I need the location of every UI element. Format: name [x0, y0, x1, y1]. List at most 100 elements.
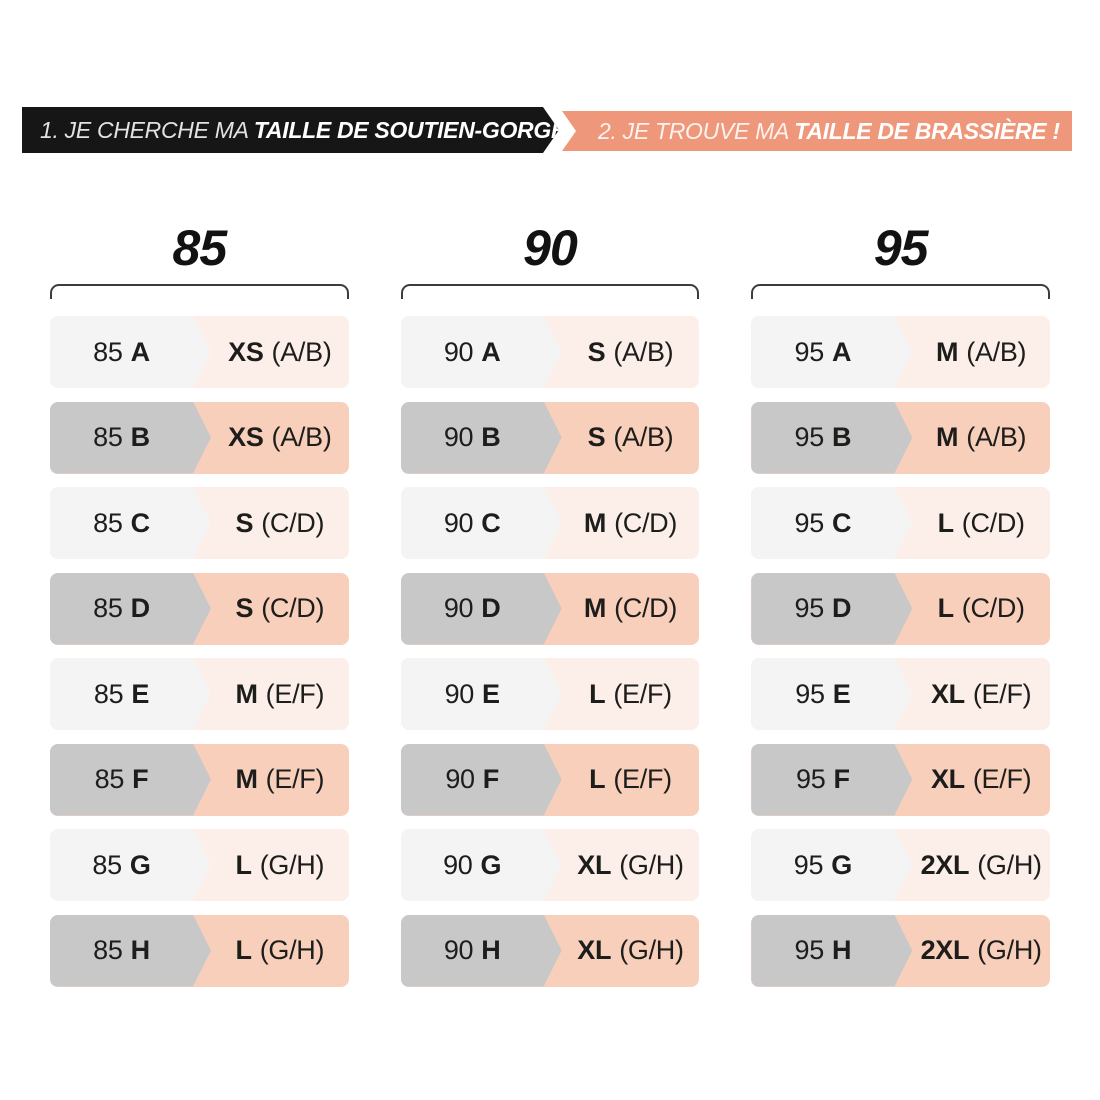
cup-range-label: (C/D) [261, 507, 325, 538]
cup-size-label: E [832, 678, 851, 709]
cup-size-label: B [831, 422, 852, 452]
cup-range-label: (A/B) [966, 422, 1027, 452]
bralette-size-label: 2XL [920, 935, 970, 965]
bralette-size-cell: XS (A/B) [211, 316, 349, 388]
cup-range-label: (C/D) [261, 593, 325, 623]
bralette-size-cell: L (G/H) [211, 829, 349, 901]
step1-title-label: TAILLE DE SOUTIEN-GORGE... [253, 116, 585, 143]
cup-size-label: C [130, 507, 150, 538]
band-size-label: 90 [445, 764, 475, 794]
bralette-size-cell: XL (G/H) [562, 915, 700, 987]
bralette-size-label: XL [930, 678, 965, 709]
size-row: 95 D L (C/D) [751, 572, 1050, 645]
band-size-header: 85 [172, 220, 228, 276]
cup-range-label: (G/H) [619, 935, 684, 965]
cup-size-label: C [481, 507, 501, 538]
size-column: 85 85 A XS (A/B) 85 B XS (A/B) 85 C S (C/D) 85… [50, 222, 349, 987]
band-size-label: 90 [444, 678, 475, 709]
size-row: 85 E M (E/F) [50, 658, 349, 730]
bra-size-cell: 95 A [751, 316, 912, 388]
bra-size-cell: 90 B [401, 402, 562, 474]
size-row: 90 F L (E/F) [400, 743, 700, 816]
bra-size-cell: 85 C [50, 487, 211, 559]
band-size-label: 90 [443, 336, 474, 367]
band-size-label: 95 [793, 849, 824, 880]
band-size-label: 95 [794, 336, 824, 367]
size-row: 95 H 2XL (G/H) [751, 914, 1050, 987]
cup-range-label: (E/F) [613, 764, 672, 794]
band-size-label: 85 [93, 678, 124, 709]
bralette-size-label: L [589, 678, 606, 709]
size-row: 90 C M (C/D) [400, 487, 700, 559]
band-size-label: 85 [94, 764, 125, 794]
bralette-size-label: XL [930, 764, 965, 794]
steps-banner: 1. JE CHERCHE MA TAILLE DE SOUTIEN-GORGE… [22, 107, 1072, 153]
bra-size-cell: 90 G [401, 829, 562, 901]
band-size-label: 95 [796, 764, 826, 794]
bra-size-cell: 85 E [50, 658, 211, 730]
cup-range-label: (C/D) [614, 593, 678, 623]
cup-range-label: (A/B) [271, 422, 332, 452]
cup-range-label: (A/B) [613, 336, 674, 367]
cup-size-label: B [481, 422, 501, 452]
bracket-shape [50, 284, 349, 299]
size-row: 90 D M (C/D) [400, 572, 700, 645]
bralette-size-cell: XL (G/H) [562, 829, 700, 901]
cup-range-label: (G/H) [977, 935, 1042, 965]
bralette-size-label: 2XL [920, 849, 970, 880]
band-size-label: 95 [794, 507, 824, 538]
cup-size-label: G [480, 849, 502, 880]
size-row: 85 F M (E/F) [50, 743, 349, 816]
bralette-size-label: L [937, 507, 955, 538]
cup-range-label: (G/H) [619, 849, 684, 880]
band-size-label: 85 [93, 422, 123, 452]
bralette-size-cell: L (E/F) [562, 658, 700, 730]
bra-size-cell: 90 A [401, 316, 562, 388]
band-size-label: 90 [443, 935, 474, 965]
bracket-shape [400, 284, 700, 299]
bralette-size-cell: L (E/F) [562, 744, 700, 816]
bralette-size-cell: 2XL (G/H) [912, 915, 1050, 987]
bralette-size-cell: XL (E/F) [912, 658, 1050, 730]
bralette-size-cell: XS (A/B) [211, 402, 349, 474]
size-row: 90 A S (A/B) [400, 316, 700, 388]
band-size-label: 85 [93, 507, 123, 538]
cup-range-label: (G/H) [977, 849, 1042, 880]
bralette-size-label: S [235, 507, 254, 538]
size-row: 95 A M (A/B) [751, 316, 1050, 388]
cup-range-label: (A/B) [613, 422, 674, 452]
size-row: 85 A XS (A/B) [50, 316, 349, 388]
bra-size-cell: 95 H [751, 915, 912, 987]
bralette-size-cell: XL (E/F) [912, 744, 1050, 816]
size-rows: 95 A M (A/B) 95 B M (A/B) 95 C L (C/D) 95 D L (C… [751, 316, 1050, 987]
bralette-size-cell: M (A/B) [912, 316, 1050, 388]
band-size-label: 95 [794, 422, 824, 452]
bralette-size-cell: M (C/D) [562, 487, 700, 559]
bralette-size-label: L [235, 849, 252, 880]
cup-range-label: (C/D) [614, 507, 678, 538]
band-size-label: 95 [794, 593, 824, 623]
bralette-size-label: L [235, 935, 252, 965]
size-row: 85 G L (G/H) [50, 829, 349, 901]
band-size-label: 85 [93, 593, 123, 623]
step2-title-label: TAILLE DE BRASSIÈRE ! [794, 117, 1060, 144]
cup-size-label: F [482, 764, 499, 794]
bralette-size-label: M [936, 422, 959, 452]
step2-prefix-label: 2. JE TROUVE MA [598, 117, 795, 144]
bralette-size-label: M [583, 593, 607, 623]
bralette-size-label: XS [228, 336, 264, 367]
cup-range-label: (E/F) [613, 678, 672, 709]
cup-size-label: A [831, 336, 852, 367]
size-row: 95 C L (C/D) [751, 487, 1050, 559]
size-row: 95 B M (A/B) [751, 401, 1050, 474]
size-row: 95 F XL (E/F) [751, 743, 1050, 816]
size-row: 90 G XL (G/H) [400, 829, 700, 901]
bralette-size-label: M [235, 678, 258, 709]
cup-size-label: B [130, 422, 150, 452]
bralette-size-label: XL [577, 935, 612, 965]
cup-size-label: D [130, 593, 150, 623]
cup-size-label: F [132, 764, 149, 794]
bra-size-cell: 85 F [50, 744, 211, 816]
bralette-size-label: M [936, 336, 959, 367]
bralette-size-cell: M (E/F) [211, 744, 349, 816]
